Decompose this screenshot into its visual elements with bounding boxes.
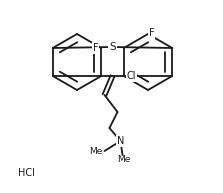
Text: Cl: Cl [127,71,136,81]
Text: Me: Me [89,146,103,156]
Text: S: S [109,42,116,52]
Text: Me: Me [117,155,130,163]
Text: HCl: HCl [18,168,35,178]
Text: N: N [117,136,124,146]
Text: F: F [149,28,155,38]
Text: F: F [93,43,98,53]
